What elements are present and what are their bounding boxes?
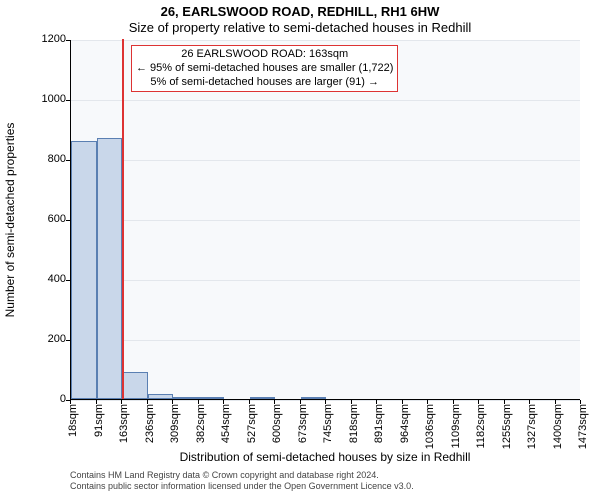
histogram-bar — [122, 372, 148, 399]
x-tick-label: 1473sqm — [577, 404, 589, 449]
x-tick-label: 745sqm — [322, 404, 334, 443]
annotation-line-3: 5% of semi-detached houses are larger (9… — [136, 76, 393, 90]
x-tick-label: 309sqm — [169, 404, 181, 443]
chart-container: 26, EARLSWOOD ROAD, REDHILL, RH1 6HW Siz… — [0, 0, 600, 500]
x-tick-label: 1255sqm — [501, 404, 513, 449]
annotation-box: 26 EARLSWOOD ROAD: 163sqm ← 95% of semi-… — [131, 45, 398, 92]
chart-title-2: Size of property relative to semi-detach… — [0, 20, 600, 35]
x-tick-label: 382sqm — [195, 404, 207, 443]
histogram-bar — [301, 397, 327, 399]
histogram-bar — [148, 394, 174, 399]
histogram-bar — [199, 397, 225, 399]
plot-area: 26 EARLSWOOD ROAD: 163sqm ← 95% of semi-… — [70, 40, 580, 400]
y-tick — [66, 220, 70, 221]
y-tick-label: 800 — [16, 153, 66, 165]
y-tick — [66, 280, 70, 281]
x-tick-label: 818sqm — [348, 404, 360, 443]
x-tick-label: 527sqm — [246, 404, 258, 443]
footer-line-2: Contains public sector information licen… — [70, 481, 580, 492]
histogram-bar — [250, 397, 276, 399]
x-tick-label: 600sqm — [271, 404, 283, 443]
chart-title-1: 26, EARLSWOOD ROAD, REDHILL, RH1 6HW — [0, 4, 600, 19]
footer-text: Contains HM Land Registry data © Crown c… — [70, 470, 580, 492]
y-tick-label: 200 — [16, 333, 66, 345]
x-tick-label: 454sqm — [220, 404, 232, 443]
x-tick-label: 1182sqm — [475, 404, 487, 448]
gridline — [71, 340, 580, 341]
x-axis-label: Distribution of semi-detached houses by … — [70, 450, 580, 464]
x-tick-label: 964sqm — [399, 404, 411, 443]
annotation-line-2: ← 95% of semi-detached houses are smalle… — [136, 62, 393, 76]
y-tick — [66, 340, 70, 341]
y-tick — [66, 40, 70, 41]
x-tick-label: 1036sqm — [424, 404, 436, 449]
histogram-bar — [97, 138, 123, 399]
x-tick-label: 1327sqm — [526, 404, 538, 449]
y-tick-label: 400 — [16, 273, 66, 285]
x-tick-label: 1400sqm — [552, 404, 564, 449]
gridline — [71, 100, 580, 101]
y-tick-label: 0 — [16, 393, 66, 405]
gridline — [71, 280, 580, 281]
y-tick — [66, 100, 70, 101]
histogram-bar — [173, 397, 199, 399]
x-tick-label: 236sqm — [144, 404, 156, 443]
histogram-bar — [71, 141, 97, 399]
y-tick-label: 600 — [16, 213, 66, 225]
y-tick — [66, 160, 70, 161]
footer-line-1: Contains HM Land Registry data © Crown c… — [70, 470, 580, 481]
x-tick-label: 673sqm — [297, 404, 309, 443]
x-tick-label: 18sqm — [67, 404, 79, 437]
cutoff-line — [122, 39, 124, 399]
x-tick-label: 891sqm — [373, 404, 385, 443]
x-tick-label: 163sqm — [118, 404, 130, 443]
annotation-line-1: 26 EARLSWOOD ROAD: 163sqm — [136, 48, 393, 62]
y-tick-label: 1200 — [16, 33, 66, 45]
gridline — [71, 40, 580, 41]
gridline — [71, 220, 580, 221]
y-tick-label: 1000 — [16, 93, 66, 105]
gridline — [71, 160, 580, 161]
x-tick-label: 91sqm — [93, 404, 105, 437]
y-axis-label: Number of semi-detached properties — [3, 123, 17, 318]
x-tick-label: 1109sqm — [450, 404, 462, 448]
